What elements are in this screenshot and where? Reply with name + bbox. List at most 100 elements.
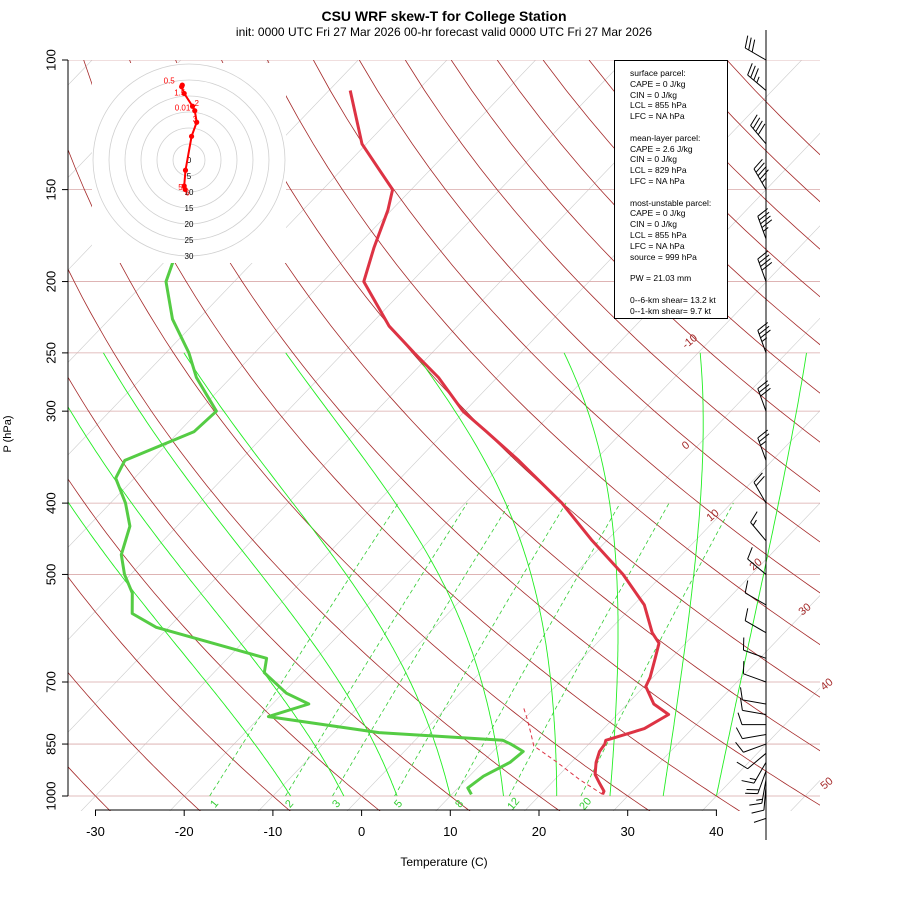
wind-barb-flag — [753, 817, 767, 823]
wind-barb-flag — [749, 802, 762, 806]
moist-adiabat — [183, 352, 451, 797]
x-tick-label: 10 — [443, 824, 457, 839]
wind-barb-flag — [758, 211, 770, 221]
wind-barb — [747, 547, 767, 575]
wind-barb — [742, 661, 767, 683]
moist-adiabat — [662, 352, 704, 797]
wind-barb — [757, 250, 773, 282]
wind-barb — [757, 429, 770, 461]
isotherm-line — [68, 60, 625, 641]
isotherm-line — [701, 687, 820, 811]
y-tick-label: 400 — [43, 492, 58, 514]
hodograph-ring-label: 10 — [185, 188, 194, 197]
hodograph-ring-label: 20 — [185, 220, 194, 229]
hodograph-ring — [172, 143, 206, 177]
hodograph-point — [188, 133, 195, 139]
wind-barb-flag — [744, 580, 749, 594]
hodograph-ring — [140, 111, 238, 209]
isotherm-line — [346, 317, 820, 811]
indices-line: LFC = NA hPa — [630, 240, 685, 251]
indices-line: PW = 21.03 mm — [630, 273, 692, 284]
wind-barb-flag — [735, 727, 743, 739]
wind-barb — [753, 794, 767, 823]
wind-barb — [744, 35, 767, 61]
wind-barb-flag — [761, 219, 773, 228]
mixing-ratio-line — [332, 502, 511, 797]
hodograph-height-label: 1.5 — [174, 88, 186, 97]
wind-barb-flag — [757, 123, 766, 135]
wind-barb — [757, 322, 771, 354]
hodograph-height-label: 3 — [193, 115, 198, 124]
wind-barb-flag — [747, 63, 753, 76]
wind-barb — [740, 697, 767, 716]
wind-barb-flag — [760, 215, 771, 225]
x-axis-label: Temperature (C) — [400, 855, 488, 869]
dewpoint-line — [114, 256, 525, 796]
wind-barb-flag — [753, 159, 763, 170]
wind-barb — [742, 637, 767, 659]
indices-line: LCL = 855 hPa — [630, 230, 687, 240]
wind-barb-half-flag — [762, 227, 769, 232]
y-tick-label: 500 — [43, 564, 58, 586]
indices-line: surface parcel: — [630, 68, 686, 78]
isotherm-line — [435, 410, 820, 811]
wind-barb — [747, 63, 767, 91]
isotherm-line — [68, 60, 714, 733]
wind-barb-shaft — [742, 709, 767, 716]
mixing-ratio-line — [285, 502, 468, 797]
wind-barb-half-flag — [756, 76, 760, 83]
indices-line: LCL = 855 hPa — [630, 100, 687, 111]
wind-barb-half-flag — [749, 777, 757, 781]
hodograph-point — [181, 90, 187, 97]
wind-barb-flag — [761, 262, 773, 271]
hodograph-line — [180, 84, 198, 190]
hodograph-height-label: 0.5 — [164, 77, 176, 86]
wind-barb — [736, 752, 767, 770]
hodograph-point — [194, 119, 200, 125]
wind-barb-flag — [750, 114, 758, 126]
dry-adiabat — [358, 60, 820, 543]
indices-line: CIN = 0 J/kg — [630, 89, 678, 100]
dry-adiabat-label: 40 — [819, 676, 836, 693]
wind-barb-flag — [740, 697, 743, 711]
wind-barb-half-flag — [752, 519, 757, 526]
wind-barb-flag — [751, 39, 756, 53]
wind-barb-shaft — [742, 734, 767, 740]
x-tick-label: 40 — [709, 824, 723, 839]
wind-barb-half-flag — [761, 337, 768, 342]
mixing-ratio-line — [394, 502, 567, 797]
dry-adiabat — [68, 671, 201, 811]
x-tick-label: -10 — [264, 824, 283, 839]
mixing-ratio-label: 8 — [453, 798, 466, 810]
y-tick-label: 250 — [43, 342, 58, 364]
indices-line: 0--1-km shear= 9.7 kt — [630, 305, 712, 316]
mixing-ratio-line — [580, 502, 734, 797]
isotherm-line — [790, 780, 820, 811]
dry-adiabat — [221, 60, 820, 698]
dry-adiabat — [726, 60, 820, 156]
wind-barb-flag — [758, 433, 770, 443]
indices-line: CAPE = 0 J/kg — [630, 78, 686, 89]
mixing-ratio-line — [454, 502, 621, 797]
dry-adiabat — [404, 60, 820, 493]
mixing-ratio-label: 5 — [392, 798, 405, 810]
wind-barb-flag — [740, 687, 743, 700]
indices-line: mean-layer parcel: — [630, 132, 701, 143]
dry-adiabat-label: 30 — [797, 601, 814, 618]
indices-line: CAPE = 0 J/kg — [630, 208, 686, 219]
wind-barb-flag — [752, 117, 761, 129]
hodograph-ring-label: 25 — [185, 236, 194, 245]
chart-subtitle: init: 0000 UTC Fri 27 Mar 2026 00-hr for… — [235, 25, 653, 39]
temperature-line — [348, 90, 671, 796]
wind-barb-shaft — [744, 620, 767, 634]
wind-barb-flag — [741, 780, 755, 784]
mixing-ratio-label: 3 — [330, 798, 343, 810]
wind-barb — [745, 770, 767, 795]
indices-line: LFC = NA hPa — [630, 176, 685, 186]
moist-adiabat — [68, 501, 291, 797]
hodograph-ring — [92, 63, 286, 257]
wind-barb-flag — [751, 809, 765, 814]
